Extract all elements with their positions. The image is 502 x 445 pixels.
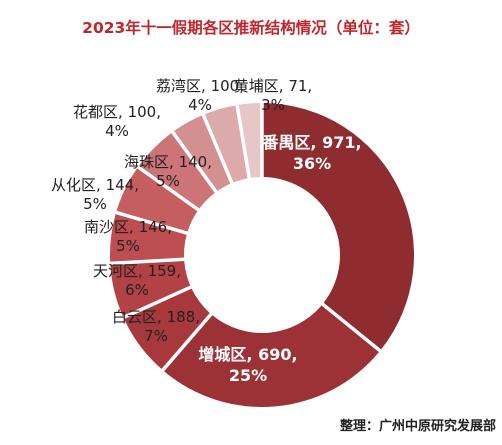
slice-6 [139,133,215,209]
slice-label-4: 南沙区, 146, 5% [84,218,172,255]
slice-label-5: 从化区, 144, 5% [51,176,139,213]
slice-label-name-value-3: 天河区, 159, [93,262,181,280]
slice-label-6: 海珠区, 140, 5% [124,153,212,190]
slice-7 [174,115,231,191]
slice-label-percent-9: 3% [261,96,285,114]
slice-label-name-value-9: 黄埔区, 71, [234,77,312,95]
slice-label-percent-0: 36% [293,154,331,173]
slice-label-2: 白云区, 188, 7% [112,308,200,345]
slice-label-1: 增城区, 690, 25% [198,345,297,385]
slices-group [110,103,414,407]
slice-5 [116,168,198,232]
slice-label-name-value-4: 南沙区, 146, [84,218,172,236]
slice-label-name-value-7: 花都区, 100, [73,103,161,121]
slice-8 [204,105,248,183]
slice-9 [238,103,261,178]
source-note: 整理：广州中原研究发展部 [339,418,496,434]
slice-label-percent-5: 5% [83,195,107,213]
slice-label-name-value-6: 海珠区, 140, [124,153,212,171]
slice-label-3: 天河区, 159, 6% [93,262,181,299]
slice-0 [263,103,414,350]
slice-label-percent-4: 5% [116,237,140,255]
slice-label-name-value-2: 白云区, 188, [112,308,200,326]
slice-label-percent-1: 25% [229,366,267,385]
slice-label-0: 番禺区, 971, 36% [261,133,361,173]
slice-label-9: 黄埔区, 71, 3% [234,77,312,114]
slice-label-8: 荔湾区, 100, 4% [156,77,244,114]
labels-group: 番禺区, 971, 36% 增城区, 690, 25% 白云区, 188, 7% 天河区, … [51,77,362,385]
chart-title: 2023年十一假期各区推新结构情况（单位：套） [82,18,420,37]
slice-label-percent-3: 6% [125,281,149,299]
slice-3 [110,261,191,316]
slice-label-percent-2: 7% [144,327,168,345]
slice-label-name-value-8: 荔湾区, 100, [156,77,244,95]
slice-1 [164,305,379,407]
slice-label-name-value-5: 从化区, 144, [51,176,139,194]
slice-4 [110,214,187,262]
slice-label-7: 花都区, 100, 4% [73,103,161,140]
slice-label-name-value-1: 增城区, 690, [198,345,297,364]
slice-label-name-value-0: 番禺区, 971, [261,133,361,152]
slice-label-percent-6: 5% [156,172,180,190]
slice-2 [124,288,210,370]
slice-label-percent-7: 4% [105,122,129,140]
slice-label-percent-8: 4% [188,96,212,114]
